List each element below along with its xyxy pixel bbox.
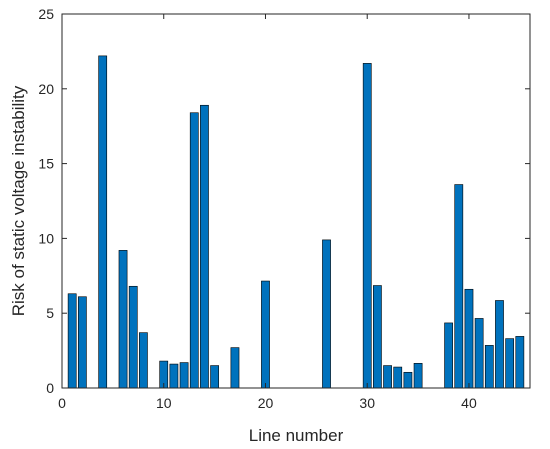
bar-line-1 [67, 293, 77, 389]
y-tick-label: 0 [46, 380, 54, 396]
x-tick-label: 10 [156, 395, 172, 411]
bar-line-43 [495, 300, 504, 389]
bar-line-2 [77, 296, 87, 389]
bar-line-13 [189, 112, 199, 389]
bar-line-41 [474, 318, 484, 389]
bar-line-6 [118, 250, 128, 389]
x-axis-label: Line number [249, 426, 344, 445]
y-tick-label: 25 [38, 6, 54, 22]
bar-line-44 [505, 338, 515, 389]
bar-line-34 [403, 371, 413, 389]
x-tick-label: 40 [461, 395, 477, 411]
bar-line-33 [393, 366, 403, 389]
bar-line-15 [210, 365, 219, 389]
y-tick-label: 15 [38, 156, 54, 172]
bars-group [67, 55, 525, 389]
bar-line-30 [362, 63, 372, 389]
bar-line-32 [383, 365, 392, 389]
y-axis-ticks: 0 5 10 15 20 25 [38, 6, 530, 396]
bar-line-35 [413, 363, 423, 389]
bar-line-42 [484, 345, 494, 389]
x-tick-label: 30 [359, 395, 375, 411]
bar-line-31 [373, 285, 382, 389]
bar-line-40 [464, 288, 474, 389]
bar-line-45 [515, 336, 525, 389]
bar-line-7 [128, 285, 138, 389]
bar-line-39 [454, 184, 464, 389]
bar-line-4 [98, 55, 108, 389]
y-tick-label: 5 [46, 305, 54, 321]
bar-line-14 [200, 104, 209, 389]
x-tick-label: 20 [258, 395, 274, 411]
y-axis-label: Risk of static voltage instability [9, 85, 28, 316]
bar-line-17 [230, 347, 240, 389]
x-tick-label: 0 [58, 395, 66, 411]
bar-line-12 [179, 362, 189, 389]
y-tick-label: 20 [38, 81, 54, 97]
bar-line-8 [139, 332, 148, 389]
y-tick-label: 10 [38, 230, 54, 246]
bar-line-38 [444, 322, 453, 389]
x-axis-ticks: 0 10 20 30 40 [58, 14, 477, 411]
bar-line-20 [261, 280, 270, 389]
bar-line-26 [322, 239, 331, 389]
bar-line-11 [169, 363, 179, 389]
axes-box [61, 13, 531, 389]
